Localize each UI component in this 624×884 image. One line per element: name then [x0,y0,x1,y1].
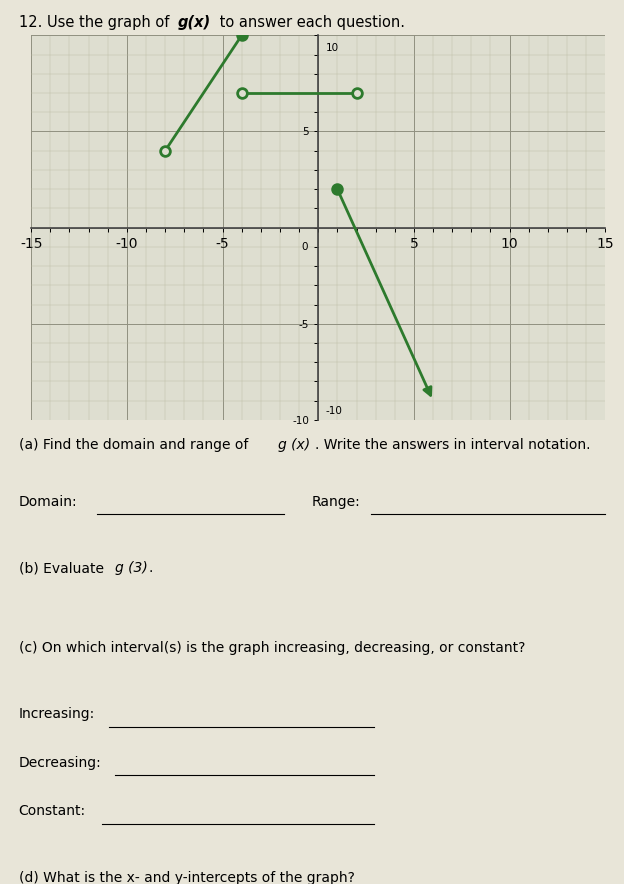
Text: Increasing:: Increasing: [19,707,95,721]
Text: Domain:: Domain: [19,495,77,509]
Text: 12. Use the graph of: 12. Use the graph of [19,15,173,30]
Text: Constant:: Constant: [19,804,86,819]
Text: g (x): g (x) [278,438,310,452]
Text: g(x): g(x) [178,15,211,30]
Text: (b) Evaluate: (b) Evaluate [19,561,108,575]
Text: (d) What is the x- and y-intercepts of the graph?: (d) What is the x- and y-intercepts of t… [19,871,354,884]
Text: g (3): g (3) [115,561,148,575]
Text: . Write the answers in interval notation.: . Write the answers in interval notation… [315,438,591,452]
Text: Range:: Range: [312,495,361,509]
Text: (a) Find the domain and range of: (a) Find the domain and range of [19,438,253,452]
Text: Decreasing:: Decreasing: [19,756,102,770]
Text: to answer each question.: to answer each question. [215,15,405,30]
Text: -10: -10 [326,407,343,416]
Text: .: . [149,561,153,575]
Text: 0: 0 [301,242,308,252]
Text: 10: 10 [326,43,339,53]
Text: (c) On which interval(s) is the graph increasing, decreasing, or constant?: (c) On which interval(s) is the graph in… [19,641,525,655]
